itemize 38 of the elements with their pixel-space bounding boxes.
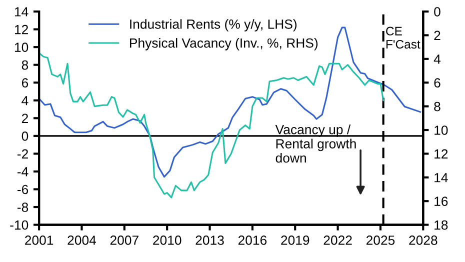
y-tick-label: -10 [10,220,28,230]
x-tick-label: 2016 [238,236,267,245]
y-tick-label: 10 [14,42,28,52]
x-tick-label: 2010 [153,236,182,245]
legend-label: Physical Vacancy (Inv., %, RHS) [130,38,318,50]
y2-tick-label: 0 [434,7,440,16]
y2-tick-label: 2 [434,30,440,40]
x-tick-label: 2025 [366,236,395,245]
y-tick-label: 12 [14,24,28,34]
ref-line-label: CE F'Cast [386,26,420,49]
x-tick-label: 2004 [68,236,96,245]
y2-tick-label: 16 [434,196,448,206]
y2-tick-label: 12 [434,149,448,158]
y-tick-label: -4 [18,167,28,176]
y-tick-label: -8 [18,202,28,212]
y-tick-label: -6 [18,184,28,194]
y-tick-label: 14 [14,7,28,16]
y-tick-label: -2 [18,149,28,158]
annotation: Vacancy up / Rental growth down [275,124,356,163]
y-tick-label: 6 [22,78,28,88]
y2-tick-label: 6 [434,78,440,88]
y-tick-label: 4 [22,96,28,106]
y-tick-label: 0 [22,132,28,141]
y2-tick-label: 4 [434,54,441,64]
x-tick-label: 2001 [25,236,54,245]
y2-tick-label: 10 [434,126,448,135]
x-tick-label: 2022 [324,236,352,245]
y-tick-label: 2 [22,114,28,123]
x-tick-label: 2019 [281,236,310,245]
y2-tick-label: 8 [434,102,440,112]
y2-tick-label: 18 [434,220,448,230]
line-series [39,52,384,198]
y2-tick-label: 14 [434,173,448,182]
x-tick-label: 2013 [196,236,224,245]
x-tick-label: 2028 [409,236,438,245]
x-tick-label: 2007 [110,236,138,245]
y-tick-label: 8 [22,60,28,70]
legend-label: Industrial Rents (% y/y, LHS) [130,19,297,32]
